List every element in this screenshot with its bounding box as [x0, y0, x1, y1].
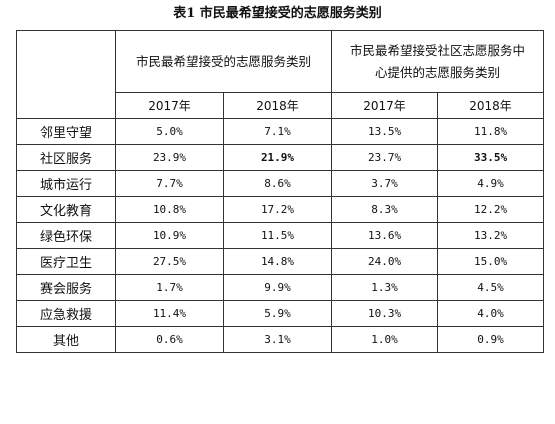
value-cell: 0.9% [437, 326, 545, 353]
row-label-cell: 绿色环保 [16, 222, 116, 249]
row-label-cell: 赛会服务 [16, 274, 116, 301]
value-cell: 7.7% [115, 170, 224, 197]
row-label-cell: 其他 [16, 326, 116, 353]
table-row: 社区服务 23.9% 21.9% 23.7% 33.5% [16, 144, 545, 171]
value-cell: 10.3% [331, 300, 439, 327]
value-cell: 0.6% [115, 326, 224, 353]
group-header-community-line-1: 市民最希望接受社区志愿服务中 [350, 42, 526, 58]
value-cell: 3.1% [222, 326, 333, 353]
row-label-cell: 医疗卫生 [16, 248, 116, 275]
value-cell: 4.5% [437, 274, 545, 301]
year-header-cell: 2018年 [437, 92, 545, 119]
table-row: 医疗卫生 27.5% 14.8% 24.0% 15.0% [16, 248, 545, 275]
corner-cell [16, 30, 116, 119]
value-cell: 11.8% [437, 118, 545, 145]
value-cell: 33.5% [437, 144, 545, 171]
row-label-cell: 应急救援 [16, 300, 116, 327]
row-label-cell: 文化教育 [16, 196, 116, 223]
value-cell: 13.5% [331, 118, 439, 145]
value-cell: 8.3% [331, 196, 439, 223]
value-cell: 1.7% [115, 274, 224, 301]
table-row: 赛会服务 1.7% 9.9% 1.3% 4.5% [16, 274, 545, 301]
value-cell: 12.2% [437, 196, 545, 223]
value-cell: 9.9% [222, 274, 333, 301]
value-cell: 23.9% [115, 144, 224, 171]
value-cell: 11.5% [222, 222, 333, 249]
value-cell: 10.8% [115, 196, 224, 223]
volunteer-service-table: 市民最希望接受的志愿服务类别 市民最希望接受社区志愿服务中 心提供的志愿服务类别… [16, 30, 545, 353]
value-cell: 13.6% [331, 222, 439, 249]
value-cell: 5.0% [115, 118, 224, 145]
value-cell: 10.9% [115, 222, 224, 249]
value-cell: 27.5% [115, 248, 224, 275]
year-header-cell: 2017年 [331, 92, 439, 119]
value-cell: 8.6% [222, 170, 333, 197]
table-title: 表1 市民最希望接受的志愿服务类别 [173, 6, 382, 21]
value-cell: 1.0% [331, 326, 439, 353]
table-row: 城市运行 7.7% 8.6% 3.7% 4.9% [16, 170, 545, 197]
value-cell: 15.0% [437, 248, 545, 275]
row-label-cell: 邻里守望 [16, 118, 116, 145]
row-label-cell: 城市运行 [16, 170, 116, 197]
value-cell: 3.7% [331, 170, 439, 197]
table-row: 应急救援 11.4% 5.9% 10.3% 4.0% [16, 300, 545, 327]
value-cell: 13.2% [437, 222, 545, 249]
group-header-row: 市民最希望接受的志愿服务类别 市民最希望接受社区志愿服务中 心提供的志愿服务类别 [16, 30, 545, 119]
value-cell: 4.0% [437, 300, 545, 327]
year-header-row: 2017年 2018年 2017年 2018年 [17, 92, 545, 119]
value-cell: 17.2% [222, 196, 333, 223]
value-cell: 24.0% [331, 248, 439, 275]
value-cell: 4.9% [437, 170, 545, 197]
group-header-community-center: 市民最希望接受社区志愿服务中 心提供的志愿服务类别 [331, 30, 545, 93]
table-row: 绿色环保 10.9% 11.5% 13.6% 13.2% [16, 222, 545, 249]
group-header-general: 市民最希望接受的志愿服务类别 [114, 30, 333, 93]
value-cell: 23.7% [331, 144, 439, 171]
group-header-general-line-1: 市民最希望接受的志愿服务类别 [136, 53, 312, 69]
table-row: 文化教育 10.8% 17.2% 8.3% 12.2% [16, 196, 545, 223]
group-header-community-line-2: 心提供的志愿服务类别 [375, 64, 501, 80]
year-header-cell: 2018年 [222, 92, 333, 119]
value-cell: 21.9% [222, 144, 333, 171]
year-header-cell: 2017年 [115, 92, 224, 119]
value-cell: 11.4% [115, 300, 224, 327]
value-cell: 7.1% [222, 118, 333, 145]
value-cell: 14.8% [222, 248, 333, 275]
table-row: 其他 0.6% 3.1% 1.0% 0.9% [16, 326, 545, 353]
table-row: 邻里守望 5.0% 7.1% 13.5% 11.8% [16, 118, 545, 145]
value-cell: 1.3% [331, 274, 439, 301]
value-cell: 5.9% [222, 300, 333, 327]
row-label-cell: 社区服务 [16, 144, 116, 171]
